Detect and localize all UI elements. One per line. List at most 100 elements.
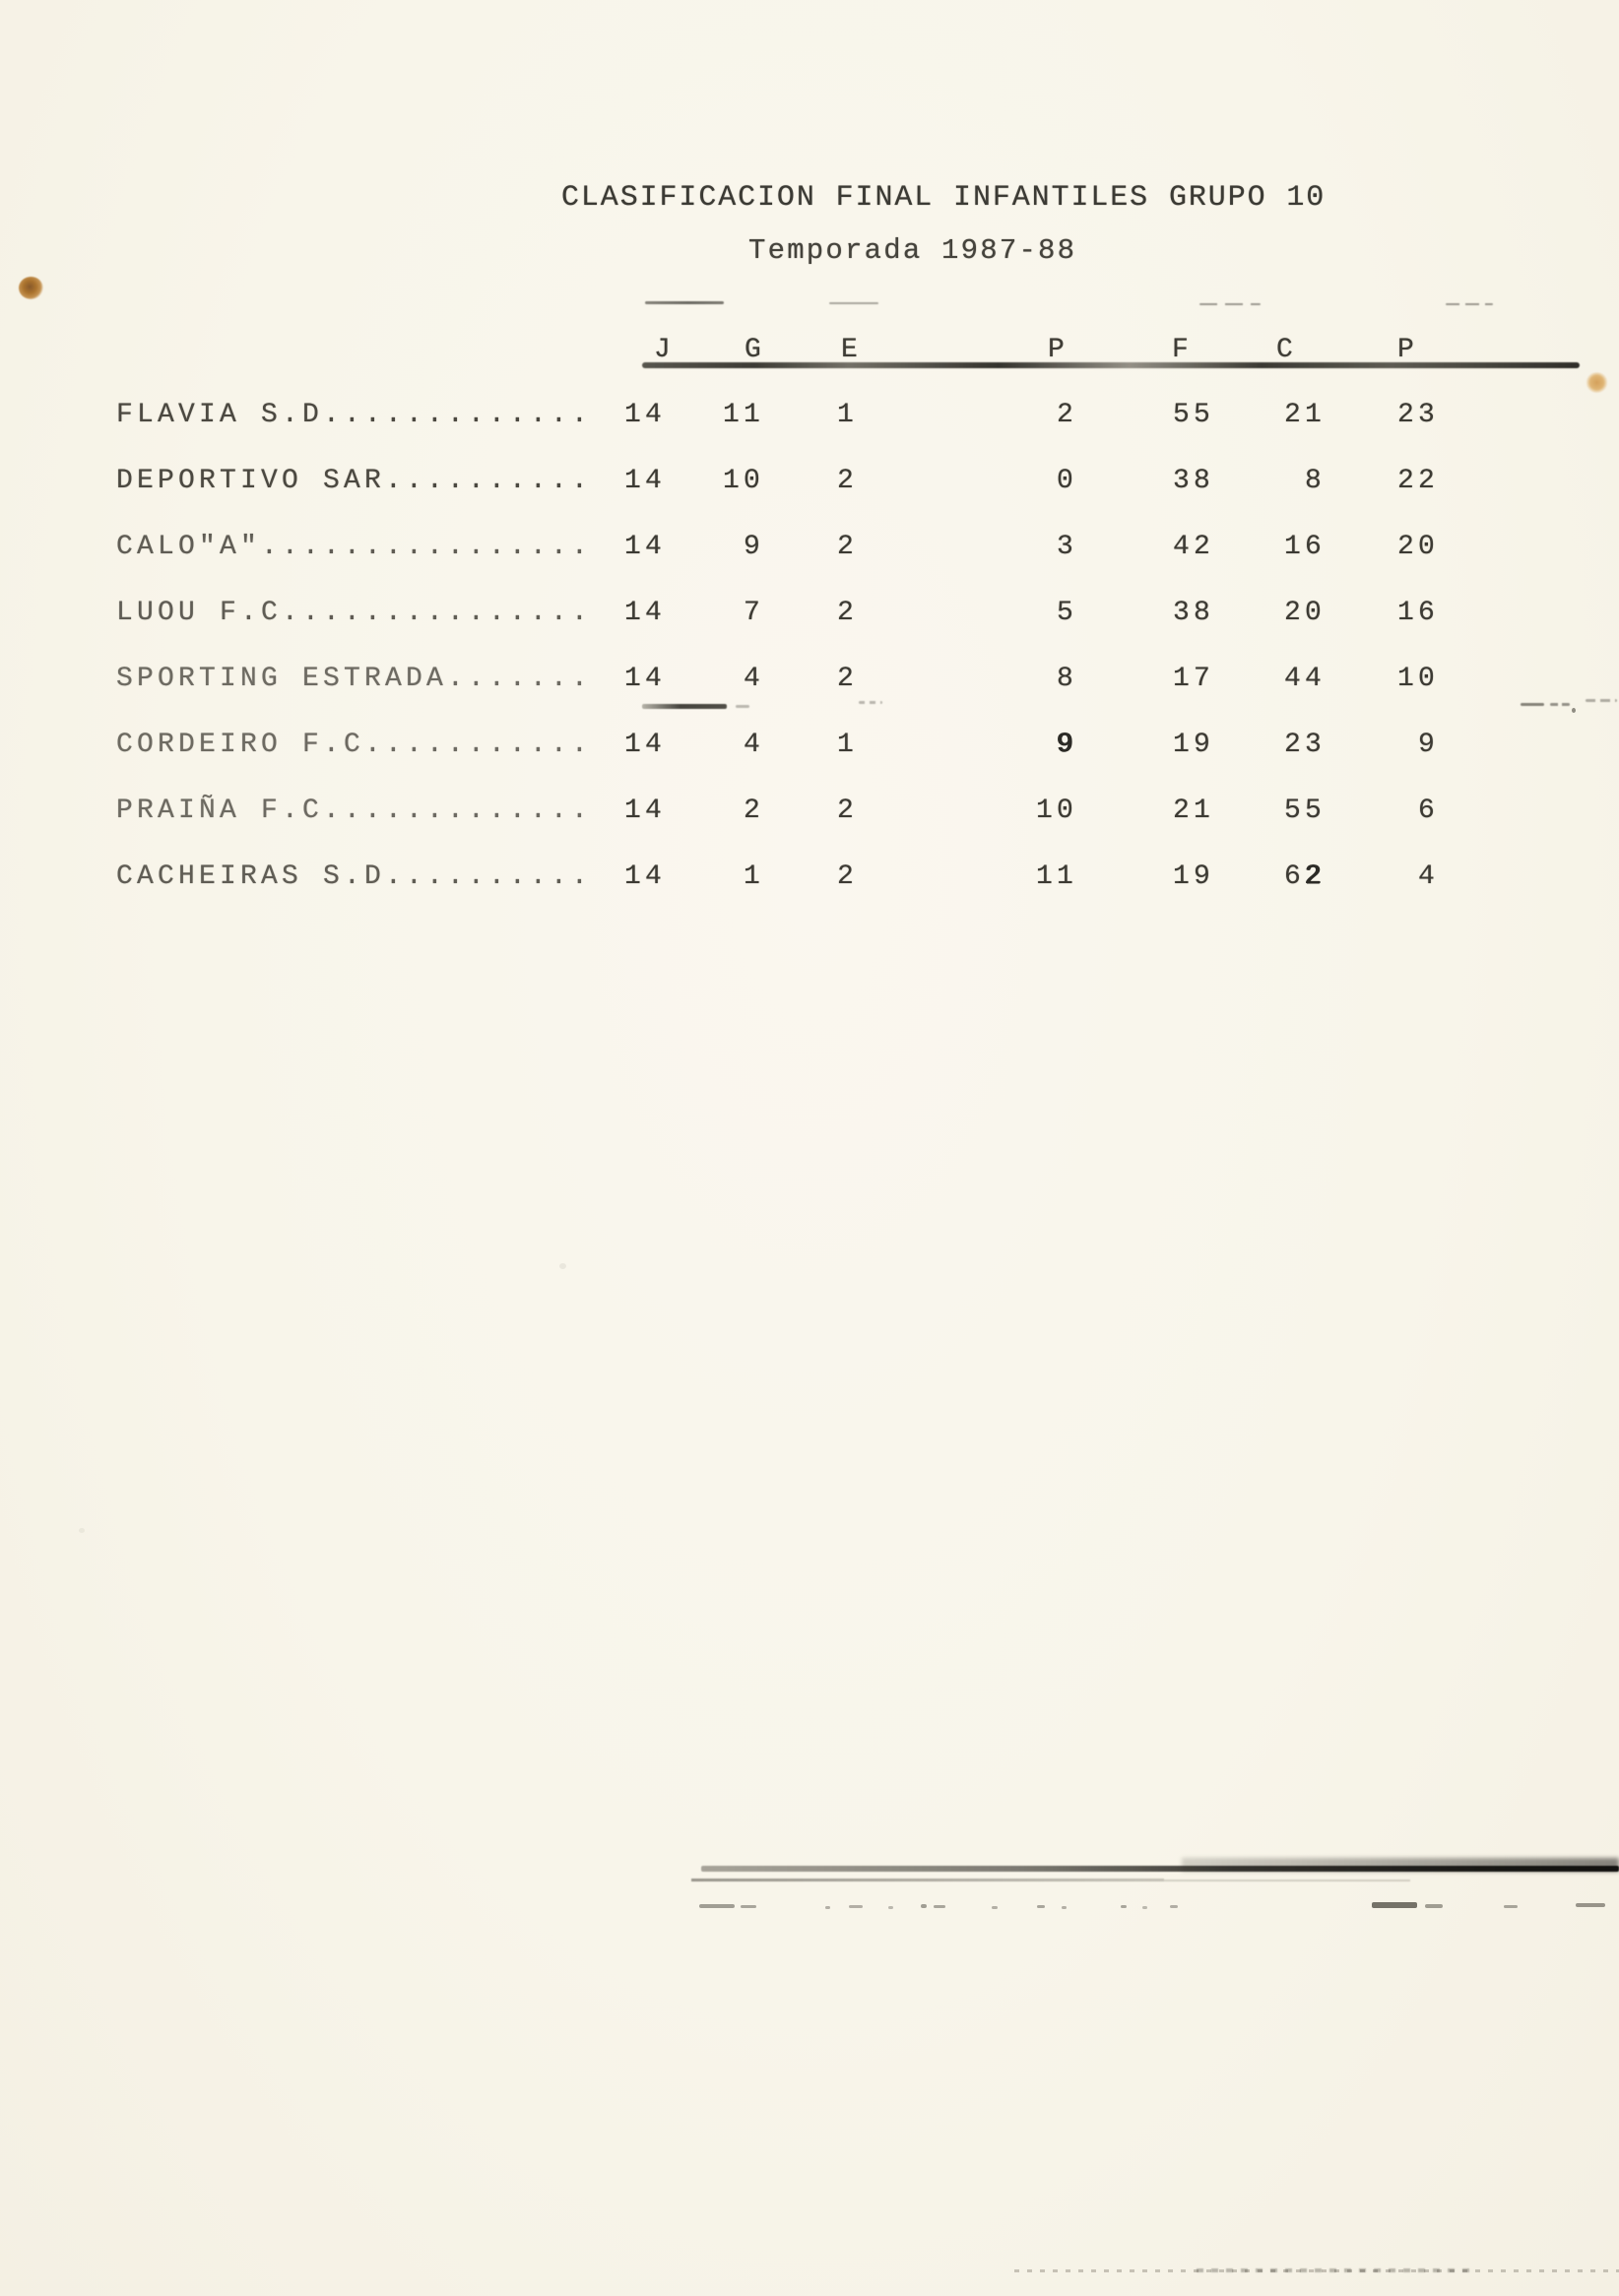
team-name: LUOU F.C............... [116, 598, 593, 628]
won-cell: 4 [743, 730, 764, 760]
ink-speck [1142, 1906, 1147, 1909]
ink-speck [992, 1906, 998, 1909]
points-cell: 10 [1396, 664, 1439, 694]
ink-speck [1170, 1905, 1178, 1908]
ink-speck [559, 1263, 566, 1269]
team-name: FLAVIA S.D............. [116, 400, 593, 430]
goals-for-cell: 38 [1172, 466, 1214, 496]
goals-against-cell: 8 [1304, 466, 1326, 496]
goals-against-cell: 62 [1207, 861, 1326, 892]
points-cell: 23 [1396, 400, 1439, 430]
goals-against-cell: 16 [1283, 532, 1326, 562]
column-header-played: J [654, 335, 671, 365]
won-cell: 7 [743, 598, 764, 628]
column-header-goals-against: C [1276, 335, 1293, 365]
played-cell: 14 [623, 532, 666, 562]
ink-smudge [1586, 699, 1617, 702]
table-row: CALO"A"................ 14 9 2 3 42 16 2… [0, 532, 1619, 562]
page-subtitle: Temporada 1987-88 [748, 234, 1077, 267]
drawn-cell: 2 [836, 861, 858, 892]
goals-for-cell: 19 [1172, 861, 1214, 892]
ink-smudge [859, 701, 882, 704]
page-title: CLASIFICACION FINAL INFANTILES GRUPO 10 [561, 181, 1327, 215]
paper-stain [19, 277, 43, 299]
drawn-cell: 2 [836, 598, 858, 628]
scan-artifact-line [701, 1866, 1619, 1872]
goals-for-cell: 55 [1172, 400, 1214, 430]
table-row: CACHEIRAS S.D.......... 14 1 2 11 19 62 … [0, 861, 1619, 892]
points-cell: 22 [1396, 466, 1439, 496]
points-cell: 6 [1417, 796, 1439, 826]
team-name: CALO"A"................ [116, 532, 593, 562]
ink-speck [849, 1905, 863, 1908]
table-row: CORDEIRO F.C........... 14 4 1 9 19 23 9 [0, 730, 1619, 760]
played-cell: 14 [623, 598, 666, 628]
team-name: CACHEIRAS S.D.......... [116, 861, 593, 892]
lost-cell: 5 [1056, 598, 1077, 628]
ink-speck [921, 1904, 927, 1908]
team-name: CORDEIRO F.C........... [116, 730, 593, 760]
points-cell: 20 [1396, 532, 1439, 562]
table-row: SPORTING ESTRADA....... 14 4 2 8 17 44 1… [0, 664, 1619, 694]
header-underline [642, 362, 1580, 368]
played-cell: 14 [623, 730, 666, 760]
goals-against-cell: 55 [1283, 796, 1326, 826]
ink-speck [1572, 708, 1576, 713]
lost-cell: 2 [1056, 400, 1077, 430]
goals-against-cell: 23 [1283, 730, 1326, 760]
won-cell: 4 [743, 664, 764, 694]
goals-against-overstruck: 2 [1304, 861, 1326, 892]
goals-for-cell: 42 [1172, 532, 1214, 562]
ink-speck [825, 1906, 830, 1909]
ink-speck [1062, 1906, 1067, 1909]
played-cell: 14 [623, 861, 666, 892]
drawn-cell: 2 [836, 796, 858, 826]
lost-cell-overstruck: 9 [1056, 730, 1077, 760]
scan-artifact-line [1182, 1858, 1619, 1872]
lost-cell: 11 [1035, 861, 1077, 892]
goals-for-cell: 38 [1172, 598, 1214, 628]
played-cell: 14 [623, 466, 666, 496]
played-cell: 14 [623, 400, 666, 430]
ink-speck [741, 1905, 756, 1908]
goals-for-cell: 19 [1172, 730, 1214, 760]
lost-cell: 3 [1056, 532, 1077, 562]
ink-speck [888, 1906, 893, 1909]
drawn-cell: 2 [836, 532, 858, 562]
goals-for-cell: 17 [1172, 664, 1214, 694]
drawn-cell: 2 [836, 664, 858, 694]
points-cell: 4 [1417, 861, 1439, 892]
ink-smudge [1550, 703, 1570, 706]
won-cell: 2 [743, 796, 764, 826]
goals-against-cell: 20 [1283, 598, 1326, 628]
won-cell: 9 [743, 532, 764, 562]
column-header-won: G [745, 335, 761, 365]
table-row: LUOU F.C............... 14 7 2 5 38 20 1… [0, 598, 1619, 628]
ink-smudge [1199, 303, 1261, 305]
ink-speck [1504, 1905, 1518, 1908]
table-row: FLAVIA S.D............. 14 11 1 2 55 21 … [0, 400, 1619, 430]
goals-for-cell: 21 [1172, 796, 1214, 826]
goals-against-cell: 21 [1283, 400, 1326, 430]
ink-speck [79, 1528, 85, 1533]
column-header-points: P [1397, 335, 1414, 365]
ink-speck [1372, 1902, 1417, 1908]
scan-artifact-line [691, 1879, 1164, 1881]
lost-cell: 0 [1056, 466, 1077, 496]
scan-artifact-dots [1014, 2269, 1619, 2272]
ink-speck [934, 1905, 945, 1908]
lost-cell: 10 [1035, 796, 1077, 826]
column-header-lost: P [1048, 335, 1065, 365]
points-cell: 9 [1417, 730, 1439, 760]
lost-cell: 8 [1056, 664, 1077, 694]
ink-speck [1121, 1905, 1127, 1908]
team-name: SPORTING ESTRADA....... [116, 664, 593, 694]
goals-against-cell: 44 [1283, 664, 1326, 694]
drawn-cell: 1 [836, 730, 858, 760]
won-cell: 1 [743, 861, 764, 892]
team-name: DEPORTIVO SAR.......... [116, 466, 593, 496]
scan-artifact-dots [1197, 2268, 1472, 2272]
ink-smudge [1446, 303, 1493, 305]
ink-smudge [642, 704, 727, 709]
